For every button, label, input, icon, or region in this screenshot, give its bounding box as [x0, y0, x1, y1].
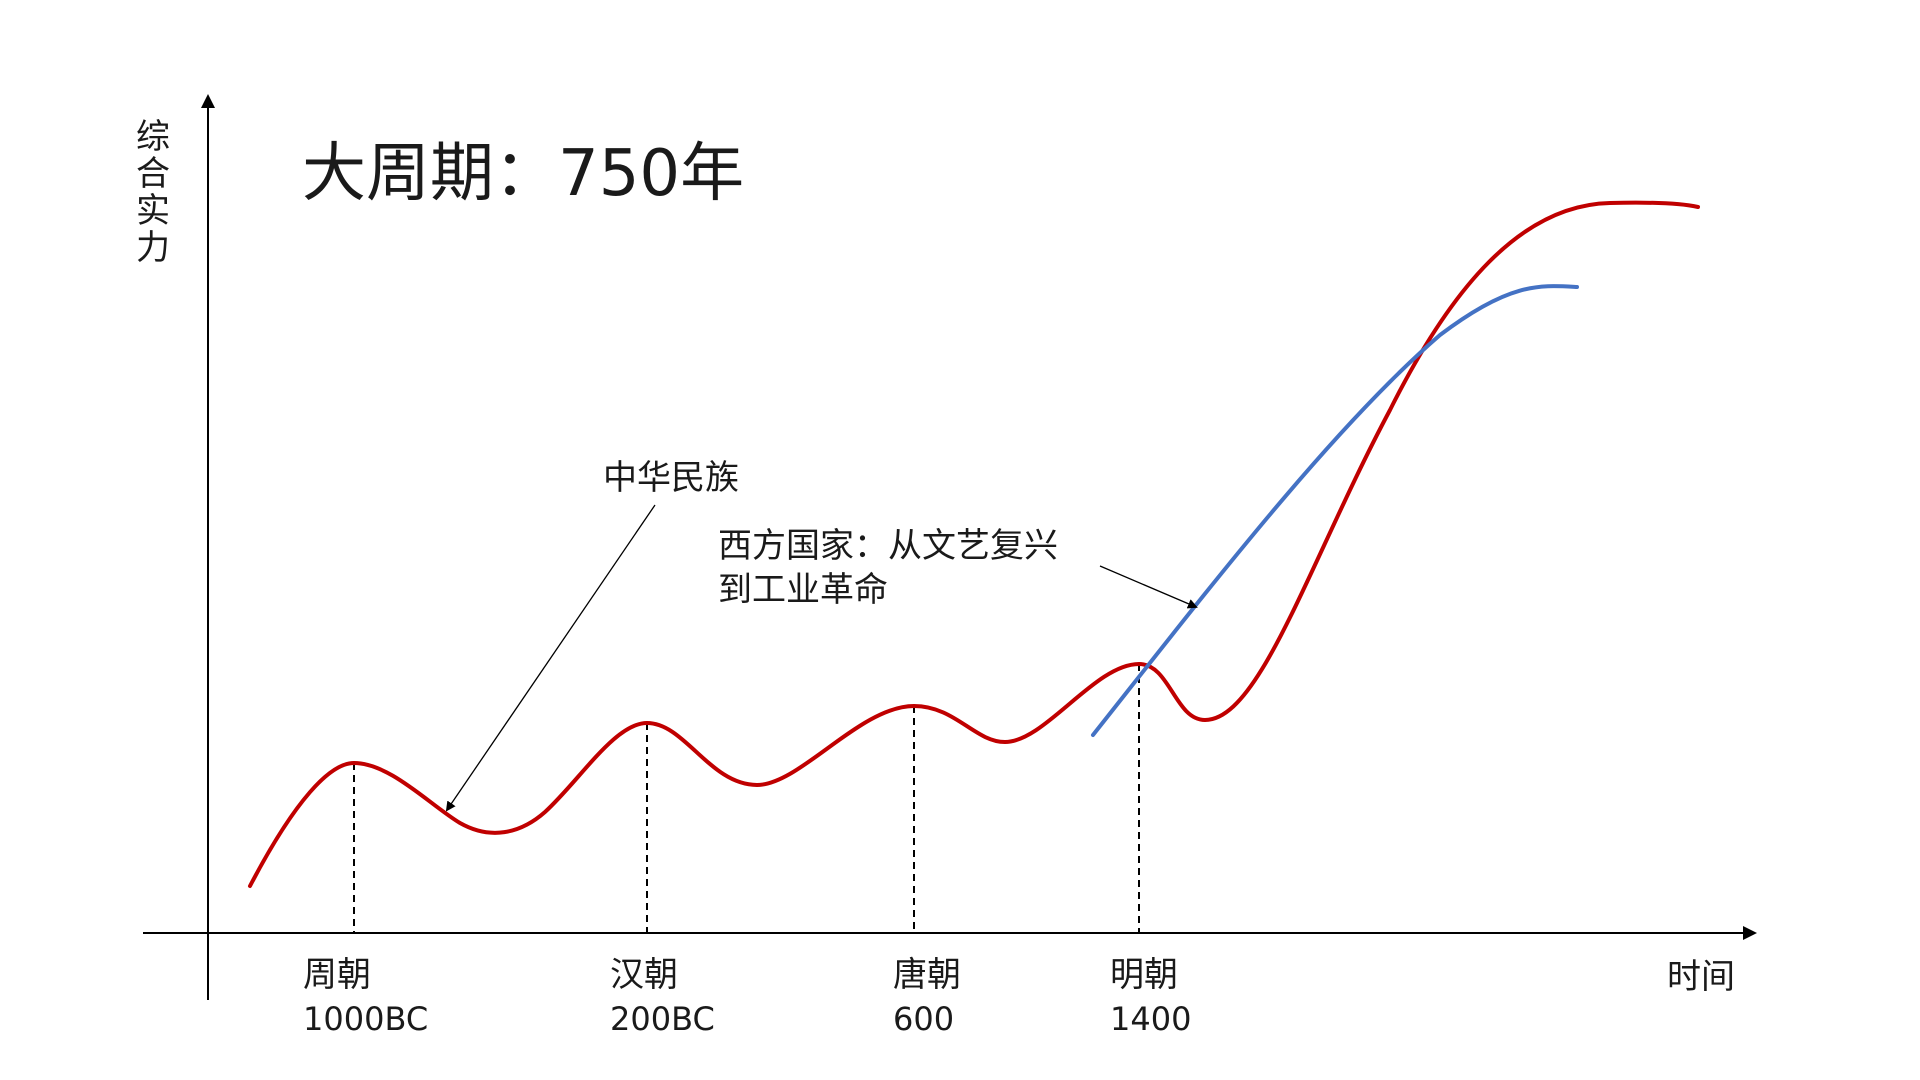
dynasty-year-tang: 600 — [893, 1000, 954, 1038]
west-callout-arrow — [1099, 565, 1198, 609]
diagram-title: 大周期：750年 — [302, 137, 744, 211]
dynasty-name-ming: 明朝 — [1110, 955, 1178, 995]
dynasty-name-zhou: 周朝 — [303, 955, 371, 995]
china-curve — [248, 200, 1700, 888]
svg-text:综合实力: 综合实力 — [136, 117, 170, 268]
west-callout-label-line2: 到工业革命 — [718, 570, 888, 610]
x-axis-label: 时间 — [1667, 957, 1735, 997]
dynasty-name-han: 汉朝 — [610, 955, 678, 995]
dynasty-year-zhou: 1000BC — [303, 1000, 428, 1038]
china-callout-arrow — [445, 504, 656, 812]
dynasty-name-tang: 唐朝 — [893, 955, 961, 995]
y-axis-label-char: 合 — [136, 154, 170, 194]
y-axis-label-char: 实 — [136, 191, 170, 231]
west-callout-label-line1: 西方国家：从文艺复兴 — [718, 526, 1058, 566]
china-callout-label: 中华民族 — [603, 458, 739, 498]
dynasty-year-ming: 1400 — [1110, 1000, 1191, 1038]
west-curve — [1091, 284, 1579, 737]
dynasty-year-han: 200BC — [610, 1000, 715, 1038]
y-axis-label-char: 综 — [136, 117, 170, 157]
y-axis-label-char: 力 — [136, 228, 170, 268]
dynasty-labels: 周朝 1000BC 汉朝 200BC 唐朝 600 明朝 1400 — [303, 955, 1191, 1038]
y-axis-label: 综合实力 — [136, 117, 170, 268]
